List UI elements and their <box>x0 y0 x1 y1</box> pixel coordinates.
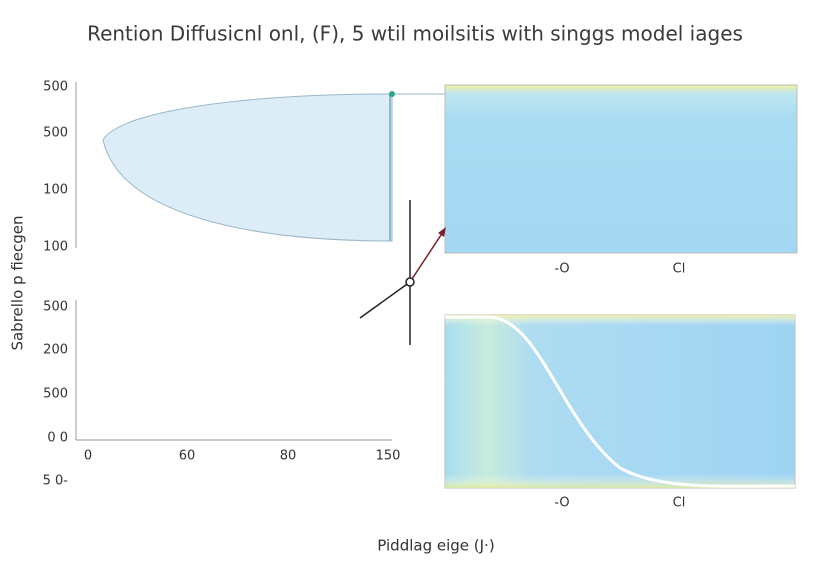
panel-top <box>444 84 798 254</box>
x-tick-label: 80 <box>280 449 297 464</box>
arrow <box>409 231 444 283</box>
y-tick-label: 100 <box>43 240 68 255</box>
y-tick-label: 100 <box>43 183 68 198</box>
title: Rention Diffusicnl onl, (F), 5 wtil moil… <box>87 22 743 46</box>
curve <box>445 315 796 488</box>
x-axis-label: Piddlag eige (J·) <box>377 537 494 555</box>
crosshair-center <box>405 277 415 287</box>
x-tick-label: Cl <box>673 496 686 511</box>
x-tick-label: 60 <box>179 449 196 464</box>
ellipse-shape <box>102 93 393 242</box>
y-tick-label: 500 <box>43 300 68 315</box>
crosshair <box>359 281 411 319</box>
y-tick-label: 5 0- <box>43 474 69 489</box>
marker-dot <box>389 91 395 97</box>
x-tick-label: -O <box>554 262 569 277</box>
y-tick-label: 500 <box>43 80 68 95</box>
y-tick-label: 0 0 <box>47 431 68 446</box>
x-tick-label: 150 <box>376 449 401 464</box>
x-tick-label: 0 <box>84 449 92 464</box>
panel-bottom-shade <box>445 315 795 488</box>
y-tick-label: 500 <box>43 126 68 141</box>
arrow-head <box>438 227 446 237</box>
y-tick-label: 200 <box>43 343 68 358</box>
y-tick-label: 500 <box>43 387 68 402</box>
y-axis-label: Sabrello p fiecgen <box>9 215 27 350</box>
x-tick-label: Cl <box>673 262 686 277</box>
x-tick-label: -O <box>554 496 569 511</box>
